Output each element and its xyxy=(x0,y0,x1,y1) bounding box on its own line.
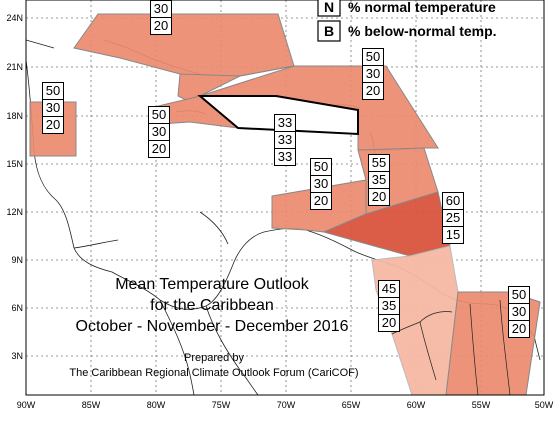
prob-box-hispaniola: 33 33 33 xyxy=(274,114,296,166)
lon-label: 80W xyxy=(147,400,166,410)
prob-above: 50 xyxy=(43,83,63,100)
legend-key-below: B xyxy=(324,23,334,39)
prob-normal: 35 xyxy=(379,298,399,315)
lon-label: 85W xyxy=(82,400,101,410)
prob-normal: 30 xyxy=(151,1,171,18)
legend-text-normal: % normal temperature xyxy=(348,0,496,15)
prob-above: 50 xyxy=(509,287,529,304)
prob-above: 60 xyxy=(443,193,463,210)
prob-normal: 30 xyxy=(43,100,63,117)
map-title: Mean Temperature Outlook for the Caribbe… xyxy=(76,276,349,335)
lat-label: 15N xyxy=(6,159,23,169)
prob-normal: 30 xyxy=(311,176,331,193)
map-frame xyxy=(25,0,545,396)
prob-normal: 30 xyxy=(149,124,169,141)
lat-axis: 24N 21N 18N 15N 12N 9N 6N 3N xyxy=(6,13,23,361)
prob-above: 50 xyxy=(311,159,331,176)
prob-box-guyana: 45 35 20 xyxy=(378,280,400,332)
prob-box-suriname: 50 30 20 xyxy=(508,286,530,338)
prob-box-windward: 55 35 20 xyxy=(368,154,390,206)
credit-line-1: Prepared by xyxy=(184,352,244,364)
legend-key-normal: N xyxy=(324,0,334,15)
lon-label: 65W xyxy=(342,400,361,410)
lat-label: 12N xyxy=(6,207,23,217)
prob-above: 45 xyxy=(379,281,399,298)
region-bahamas xyxy=(73,13,295,101)
lat-label: 24N xyxy=(6,13,23,23)
lat-label: 9N xyxy=(11,255,23,265)
prob-normal: 30 xyxy=(363,66,383,83)
prob-above: 33 xyxy=(275,115,295,132)
prob-box-jamaica: 50 30 20 xyxy=(148,106,170,158)
prob-box-abc: 50 30 20 xyxy=(310,158,332,210)
prob-box-belize: 50 30 20 xyxy=(42,82,64,134)
prob-below: 20 xyxy=(153,18,169,33)
legend-text-below: % below-normal temp. xyxy=(348,23,497,39)
title-line-2: for the Caribbean xyxy=(150,297,274,314)
prob-box-leeward: 50 30 20 xyxy=(362,48,384,100)
title-line-1: Mean Temperature Outlook xyxy=(115,276,310,293)
lon-label: 60W xyxy=(407,400,426,410)
prob-above: 50 xyxy=(149,107,169,124)
lat-label: 6N xyxy=(11,303,23,313)
prob-below: 15 xyxy=(445,227,461,242)
prob-above: 50 xyxy=(363,49,383,66)
lon-label: 50W xyxy=(535,400,554,410)
prob-below: 20 xyxy=(371,189,387,204)
prob-normal: 25 xyxy=(443,210,463,227)
prob-below: 20 xyxy=(511,321,527,336)
prob-above: 55 xyxy=(369,155,389,172)
prob-box-trinidad: 60 25 15 xyxy=(442,192,464,244)
prob-below: 20 xyxy=(381,315,397,330)
prob-normal: 35 xyxy=(369,172,389,189)
legend: N % normal temperature B % below-normal … xyxy=(317,0,497,42)
prob-below: 20 xyxy=(45,117,61,132)
lon-label: 90W xyxy=(17,400,36,410)
lon-label: 75W xyxy=(212,400,231,410)
country-borders xyxy=(391,299,511,396)
prob-below: 20 xyxy=(313,193,329,208)
title-line-3: October - November - December 2016 xyxy=(76,318,349,335)
lon-axis: 90W 85W 80W 75W 70W 65W 60W 55W 50W xyxy=(17,400,554,410)
credit-line-2: The Caribbean Regional Climate Outlook F… xyxy=(69,367,358,379)
prob-below: 33 xyxy=(277,149,293,164)
credit: Prepared by The Caribbean Regional Clima… xyxy=(69,352,358,379)
lat-label: 3N xyxy=(11,351,23,361)
prob-below: 20 xyxy=(151,141,167,156)
prob-normal: 30 xyxy=(509,304,529,321)
prob-box-bahamas: 30 20 xyxy=(150,0,172,35)
lat-label: 21N xyxy=(6,62,23,72)
prob-below: 20 xyxy=(365,83,381,98)
lon-label: 70W xyxy=(277,400,296,410)
lon-label: 55W xyxy=(472,400,491,410)
lat-label: 18N xyxy=(6,111,23,121)
prob-normal: 33 xyxy=(275,132,295,149)
